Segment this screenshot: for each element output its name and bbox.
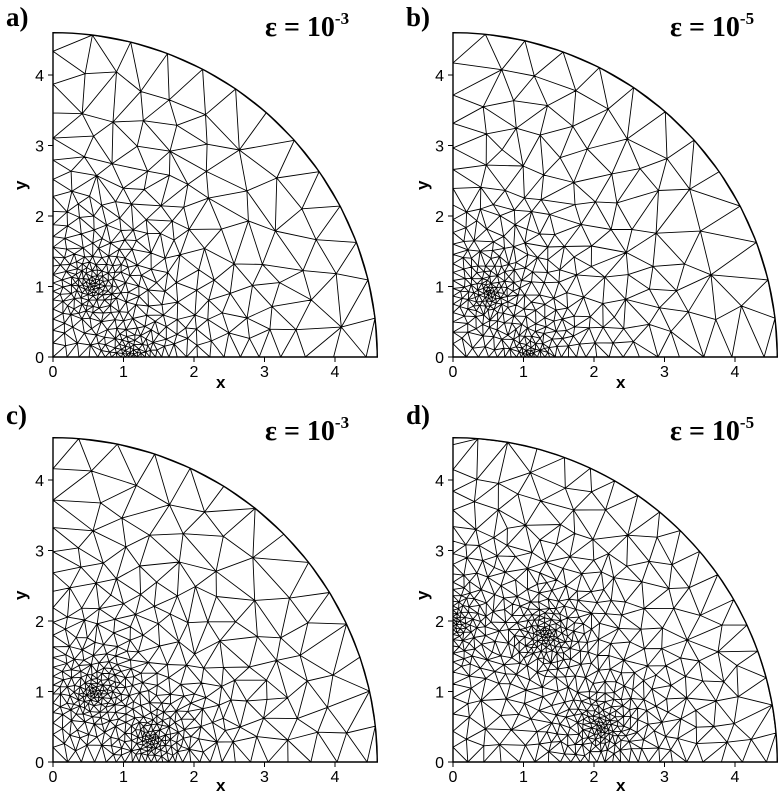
triangular-mesh-c <box>52 436 379 763</box>
y-tick-label: 2 <box>435 209 444 226</box>
x-tick-label: 1 <box>119 364 128 381</box>
panel-letter-a: a) <box>6 2 29 32</box>
domain-boundary <box>52 436 379 763</box>
mesh-edges <box>52 34 378 358</box>
y-tick-label: 0 <box>35 350 44 367</box>
y-tick-label: 1 <box>35 280 44 297</box>
panel-letter-b: b) <box>406 2 430 32</box>
y-tick-label: 2 <box>35 614 44 631</box>
epsilon-label-b: ε = 10-5 <box>670 9 754 43</box>
x-tick-label: 4 <box>331 769 340 786</box>
y-tick-label: 4 <box>35 473 44 490</box>
axis-ticks-c: 0 1 2 3 4 0 1 2 3 4 <box>35 473 339 786</box>
x-tick-label: 3 <box>260 769 269 786</box>
y-axis-title-b: y <box>413 180 432 190</box>
y-tick-label: 3 <box>35 544 44 561</box>
y-tick-label: 4 <box>435 473 444 490</box>
y-tick-label: 4 <box>35 68 44 85</box>
domain-boundary <box>52 31 379 358</box>
y-tick-label: 1 <box>435 685 444 702</box>
x-tick-label: 3 <box>660 364 669 381</box>
x-tick-label: 3 <box>260 364 269 381</box>
panel-d: d) ε = 10-5 0 1 2 3 4 0 1 2 3 4 x y <box>406 400 779 794</box>
panel-letter-c: c) <box>6 400 27 430</box>
x-tick-label: 0 <box>449 364 458 381</box>
y-tick-label: 2 <box>35 209 44 226</box>
x-tick-label: 1 <box>119 769 128 786</box>
y-axis-title-a: y <box>11 180 30 190</box>
epsilon-label-a: ε = 10-3 <box>265 9 349 43</box>
axis-ticks-b: 0 1 2 3 4 0 1 2 3 4 <box>435 68 739 381</box>
y-tick-label: 0 <box>35 755 44 772</box>
x-axis-title-d: x <box>616 776 626 794</box>
y-tick-label: 3 <box>35 139 44 156</box>
x-tick-label: 4 <box>331 364 340 381</box>
mesh-edges <box>452 438 778 763</box>
panel-c: c) ε = 10-3 0 1 2 3 4 0 1 2 3 4 x y <box>6 400 379 794</box>
mesh-edges <box>452 33 778 358</box>
x-tick-label: 1 <box>519 364 528 381</box>
domain-boundary <box>452 31 779 358</box>
triangular-mesh-d <box>452 436 779 763</box>
epsilon-label-d: ε = 10-5 <box>670 413 754 447</box>
axis-ticks-d: 0 1 2 3 4 0 1 2 3 4 <box>435 473 739 786</box>
x-tick-label: 0 <box>49 364 58 381</box>
domain-boundary <box>452 436 779 763</box>
y-tick-label: 3 <box>435 544 444 561</box>
x-tick-label: 1 <box>519 769 528 786</box>
epsilon-label-c: ε = 10-3 <box>265 413 349 447</box>
x-tick-label: 2 <box>190 364 199 381</box>
triangular-mesh-b <box>452 31 779 358</box>
x-axis-title-a: x <box>216 373 226 392</box>
mesh-edges <box>52 438 378 763</box>
x-axis-title-c: x <box>216 776 226 794</box>
axis-ticks-a: 0 1 2 3 4 0 1 2 3 4 <box>35 68 339 381</box>
y-tick-label: 0 <box>435 350 444 367</box>
x-tick-label: 3 <box>660 769 669 786</box>
triangular-mesh-a <box>52 31 379 358</box>
y-tick-label: 1 <box>435 280 444 297</box>
x-tick-label: 0 <box>49 769 58 786</box>
panel-letter-d: d) <box>406 400 430 430</box>
x-tick-label: 2 <box>590 364 599 381</box>
x-tick-label: 0 <box>449 769 458 786</box>
y-tick-label: 0 <box>435 755 444 772</box>
x-tick-label: 2 <box>590 769 599 786</box>
y-axis-title-d: y <box>413 590 432 600</box>
x-tick-label: 4 <box>731 769 740 786</box>
y-tick-label: 1 <box>35 685 44 702</box>
y-axis-title-c: y <box>11 590 30 600</box>
panel-b: b) ε = 10-5 0 1 2 3 4 0 1 2 3 4 x y <box>406 2 779 392</box>
x-tick-label: 2 <box>190 769 199 786</box>
x-tick-label: 4 <box>731 364 740 381</box>
x-axis-title-b: x <box>616 373 626 392</box>
y-tick-label: 3 <box>435 139 444 156</box>
y-tick-label: 4 <box>435 68 444 85</box>
panel-a: a) ε = 10-3 0 1 2 3 4 0 1 2 3 4 x y <box>6 2 379 392</box>
y-tick-label: 2 <box>435 614 444 631</box>
